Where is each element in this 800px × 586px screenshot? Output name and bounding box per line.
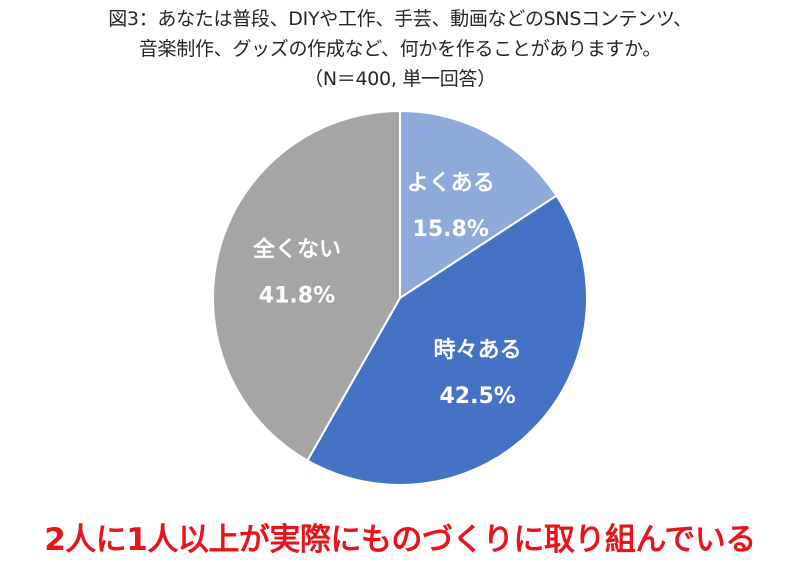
chart-title-line-3: （N＝400, 単一回答） — [304, 68, 496, 90]
chart-title: 図3：あなたは普段、DIYや工作、手芸、動画などのSNSコンテンツ、 音楽制作、… — [0, 4, 800, 94]
footer-message: 2人に1人以上が実際にものづくりに取り組んでいる — [44, 522, 756, 558]
chart-title-line-2: 音楽制作、グッズの作成など、何かを作ることがありますか。 — [138, 38, 662, 60]
pie-slice-3 — [212, 109, 401, 462]
slice-category-label-3: 全くない — [252, 237, 341, 263]
slice-value-label-1: 15.8% — [413, 217, 489, 242]
slice-category-label-1: よくある — [407, 171, 495, 196]
slice-category-label-2: 時々ある — [434, 338, 522, 363]
slice-value-label-3: 41.8% — [259, 284, 335, 309]
pie-slice-1 — [399, 109, 558, 300]
pie-slice-2 — [306, 194, 588, 486]
slice-value-label-2: 42.5% — [439, 384, 515, 409]
chart-title-line-1: 図3：あなたは普段、DIYや工作、手芸、動画などのSNSコンテンツ、 — [108, 8, 692, 30]
